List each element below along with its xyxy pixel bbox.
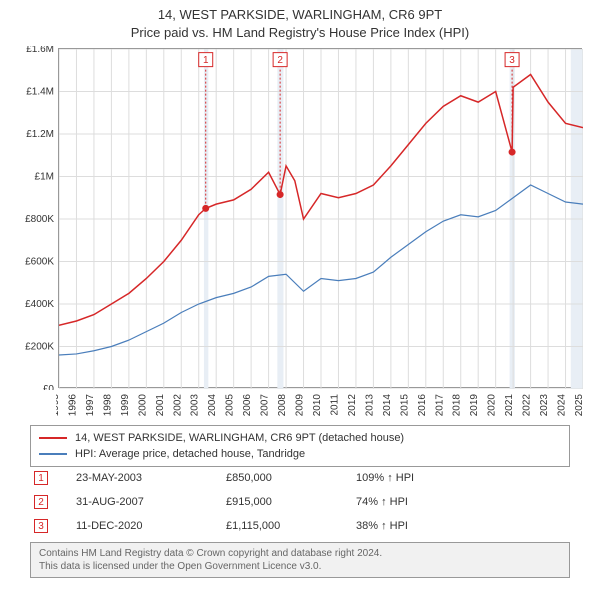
svg-text:2012: 2012	[347, 394, 358, 417]
svg-text:£1.4M: £1.4M	[26, 87, 54, 98]
svg-text:2003: 2003	[190, 394, 201, 417]
svg-text:2009: 2009	[295, 394, 306, 417]
svg-text:2016: 2016	[417, 394, 428, 417]
svg-text:2006: 2006	[242, 394, 253, 417]
marker-row: 2 31-AUG-2007£915,00074% ↑ HPI	[30, 490, 570, 514]
svg-text:2024: 2024	[557, 394, 568, 417]
svg-text:1: 1	[203, 55, 209, 66]
legend-item: HPI: Average price, detached house, Tand…	[39, 446, 561, 462]
marker-price: £850,000	[226, 472, 356, 484]
svg-text:2005: 2005	[225, 394, 236, 417]
marker-badge: 1	[34, 471, 48, 485]
svg-text:1995: 1995	[56, 394, 61, 417]
chart-svg: 1 2 3	[59, 49, 583, 389]
svg-text:£0: £0	[43, 384, 55, 390]
svg-text:1996: 1996	[67, 394, 78, 417]
title-block: 14, WEST PARKSIDE, WARLINGHAM, CR6 9PT P…	[0, 0, 600, 42]
svg-text:1998: 1998	[102, 394, 113, 417]
marker-hpi: 74% ↑ HPI	[356, 496, 476, 508]
marker-date: 31-AUG-2007	[76, 496, 226, 508]
title-line-1: 14, WEST PARKSIDE, WARLINGHAM, CR6 9PT	[0, 6, 600, 24]
y-axis: £0 £200K £400K £600K £800K £1M £1.2M £1.4M £1.6M	[0, 46, 58, 390]
marker-price: £915,000	[226, 496, 356, 508]
svg-text:£800K: £800K	[25, 214, 54, 225]
svg-text:1997: 1997	[85, 394, 96, 417]
svg-text:2017: 2017	[434, 394, 445, 417]
svg-text:2008: 2008	[277, 394, 288, 417]
marker-row: 1 23-MAY-2003£850,000109% ↑ HPI	[30, 466, 570, 490]
legend-item: 14, WEST PARKSIDE, WARLINGHAM, CR6 9PT (…	[39, 430, 561, 446]
marker-badge: 2	[34, 495, 48, 509]
legend-label: 14, WEST PARKSIDE, WARLINGHAM, CR6 9PT (…	[75, 432, 404, 444]
legend-swatch	[39, 437, 67, 439]
svg-text:2015: 2015	[399, 394, 410, 417]
svg-text:£200K: £200K	[25, 342, 54, 353]
svg-text:2018: 2018	[452, 394, 463, 417]
svg-text:2013: 2013	[364, 394, 375, 417]
svg-text:3: 3	[509, 55, 515, 66]
footer-line-1: Contains HM Land Registry data © Crown c…	[39, 547, 561, 560]
footer-line-2: This data is licensed under the Open Gov…	[39, 560, 561, 573]
svg-text:2021: 2021	[504, 394, 515, 417]
marker-hpi: 38% ↑ HPI	[356, 520, 476, 532]
svg-text:£1.6M: £1.6M	[26, 46, 54, 55]
svg-text:2004: 2004	[207, 394, 218, 417]
legend-box: 14, WEST PARKSIDE, WARLINGHAM, CR6 9PT (…	[30, 425, 570, 467]
chart-container: 14, WEST PARKSIDE, WARLINGHAM, CR6 9PT P…	[0, 0, 600, 590]
svg-text:2007: 2007	[260, 394, 271, 417]
chart-plot-area: 1 2 3	[58, 48, 582, 388]
marker-row: 3 11-DEC-2020£1,115,00038% ↑ HPI	[30, 514, 570, 538]
marker-table: 1 23-MAY-2003£850,000109% ↑ HPI 2 31-AUG-20…	[30, 466, 570, 538]
marker-hpi: 109% ↑ HPI	[356, 472, 476, 484]
marker-date: 23-MAY-2003	[76, 472, 226, 484]
svg-text:2014: 2014	[382, 394, 393, 417]
svg-text:2000: 2000	[137, 394, 148, 417]
svg-text:£400K: £400K	[25, 299, 54, 310]
title-line-2: Price paid vs. HM Land Registry's House …	[0, 24, 600, 42]
svg-text:£1M: £1M	[35, 172, 54, 183]
svg-text:2025: 2025	[574, 394, 584, 417]
svg-text:2010: 2010	[312, 394, 323, 417]
marker-badge: 3	[34, 519, 48, 533]
svg-text:2011: 2011	[329, 394, 340, 416]
svg-text:2023: 2023	[539, 394, 550, 417]
svg-text:2020: 2020	[487, 394, 498, 417]
svg-text:£600K: £600K	[25, 257, 54, 268]
x-axis: 1995 1996 1997 1998 1999 2000 2001 2002 2003 2004…	[56, 388, 584, 424]
legend-label: HPI: Average price, detached house, Tand…	[75, 448, 305, 460]
marker-price: £1,115,000	[226, 520, 356, 532]
marker-date: 11-DEC-2020	[76, 520, 226, 532]
svg-text:£1.2M: £1.2M	[26, 129, 54, 140]
svg-text:2022: 2022	[522, 394, 533, 417]
svg-text:2001: 2001	[155, 394, 166, 417]
svg-text:2: 2	[277, 55, 283, 66]
footer-box: Contains HM Land Registry data © Crown c…	[30, 542, 570, 578]
legend-swatch	[39, 453, 67, 455]
svg-text:2002: 2002	[172, 394, 183, 417]
svg-text:2019: 2019	[469, 394, 480, 417]
svg-text:1999: 1999	[120, 394, 131, 417]
